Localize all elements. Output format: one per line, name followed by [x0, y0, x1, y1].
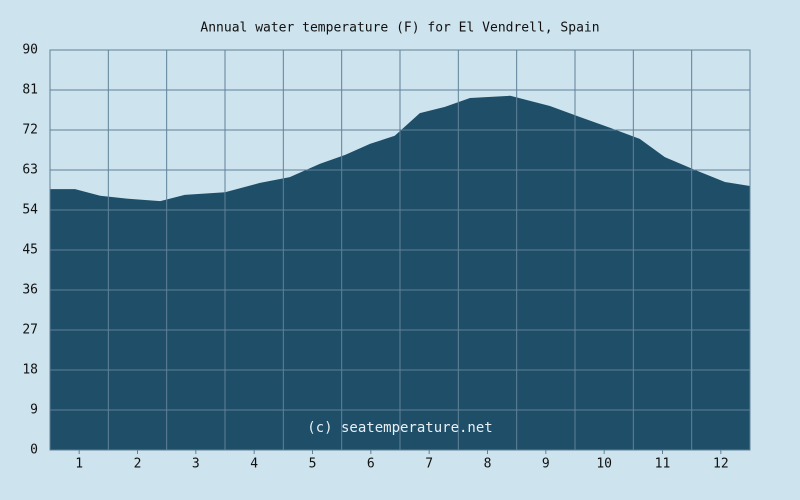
x-tick-label: 4: [250, 457, 258, 472]
y-tick-label: 9: [30, 403, 38, 418]
x-tick-label: 5: [309, 457, 317, 472]
x-tick-label: 2: [134, 457, 142, 472]
x-tick-label: 6: [367, 457, 375, 472]
x-tick-label: 12: [713, 457, 729, 472]
y-tick-label: 45: [22, 243, 38, 258]
x-tick-label: 7: [425, 457, 433, 472]
y-tick-label: 72: [22, 123, 38, 138]
x-tick-label: 3: [192, 457, 200, 472]
y-tick-label: 18: [22, 363, 38, 378]
x-tick-label: 9: [542, 457, 550, 472]
y-tick-label: 27: [22, 323, 38, 338]
x-tick-label: 10: [596, 457, 612, 472]
watermark: (c) seatemperature.net: [307, 420, 492, 436]
y-tick-label: 81: [22, 83, 38, 98]
y-tick-label: 36: [22, 283, 38, 298]
y-tick-label: 90: [22, 43, 38, 58]
x-tick-label: 11: [655, 457, 671, 472]
x-tick-label: 8: [484, 457, 492, 472]
y-tick-label: 54: [22, 203, 38, 218]
chart-title: Annual water temperature (F) for El Vend…: [200, 21, 599, 36]
x-tick-label: 1: [75, 457, 83, 472]
y-tick-label: 0: [30, 443, 38, 458]
plot-border: [49, 49, 751, 451]
y-tick-label: 63: [22, 163, 38, 178]
